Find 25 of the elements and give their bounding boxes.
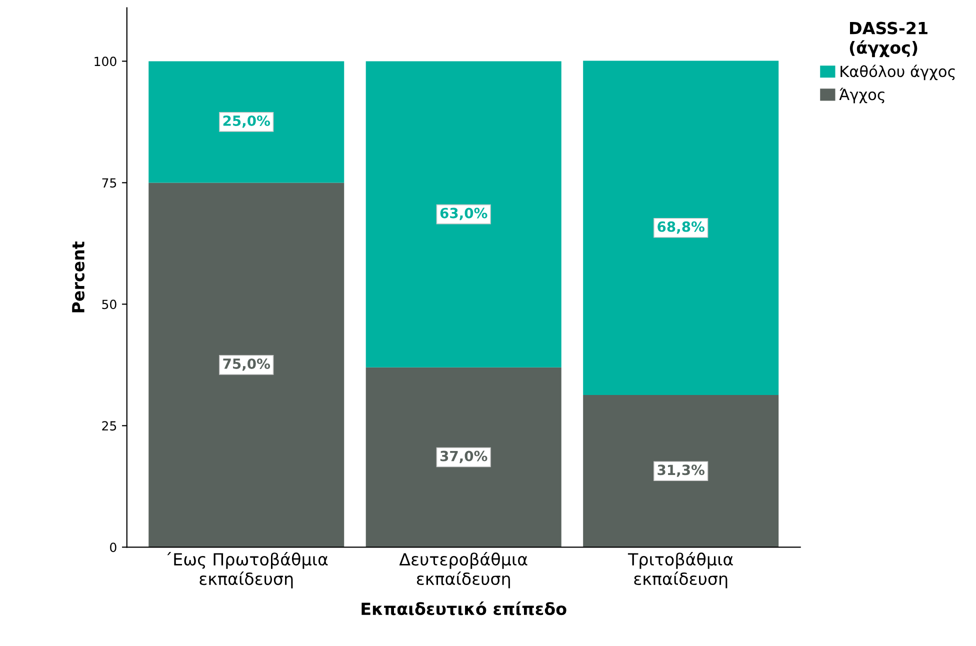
bar bbox=[148, 61, 344, 183]
bar bbox=[148, 182, 344, 548]
y-tick-label: 25 bbox=[102, 421, 116, 431]
data-label: 37,0% bbox=[440, 450, 488, 464]
y-tick-label: 100 bbox=[94, 56, 116, 66]
x-tick-label: Δευτεροβάθμια εκπαίδευση bbox=[399, 552, 528, 588]
y-tick-label: 0 bbox=[110, 542, 116, 552]
x-tick-label: ΄Εως Πρωτοβάθμια εκπαίδευση bbox=[167, 552, 328, 588]
data-label: 31,3% bbox=[658, 464, 704, 477]
legend-label: Καθόλου άγχος bbox=[840, 64, 955, 80]
x-axis-title: Εκπαιδευτικό επίπεδο bbox=[362, 602, 566, 616]
y-tick-label: 50 bbox=[102, 300, 116, 310]
data-label: 75,0% bbox=[223, 358, 270, 371]
bar bbox=[366, 61, 562, 368]
bar bbox=[583, 395, 779, 548]
data-label: 63,0% bbox=[440, 208, 488, 220]
y-axis-title: Percent bbox=[72, 241, 85, 312]
data-label: 25,0% bbox=[223, 115, 270, 128]
y-tick-label: 75 bbox=[102, 178, 116, 188]
data-label: 68,8% bbox=[658, 221, 704, 234]
legend-label: Άγχος bbox=[839, 88, 884, 104]
bar bbox=[366, 367, 562, 548]
bar bbox=[583, 60, 779, 396]
legend-title: DASS-21 (άγχος) bbox=[850, 22, 928, 58]
x-tick-label: Τριτοβάθμια εκπαίδευση bbox=[628, 552, 733, 588]
